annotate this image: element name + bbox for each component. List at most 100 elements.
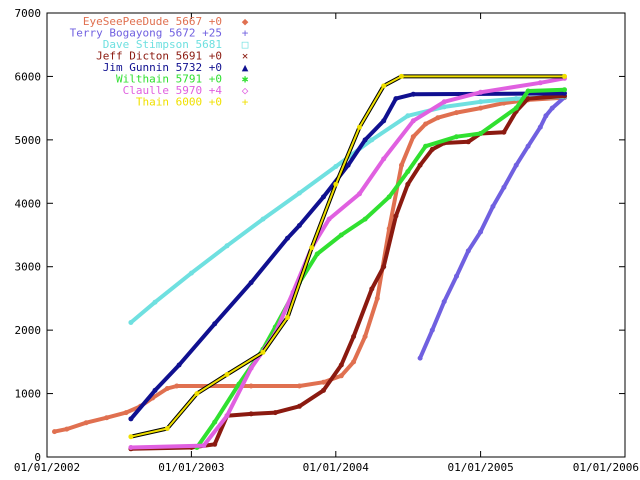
data-point <box>525 88 531 94</box>
data-point <box>417 162 423 168</box>
data-point <box>309 245 315 251</box>
data-point <box>212 321 218 327</box>
data-point <box>152 387 158 393</box>
data-point <box>248 383 254 389</box>
data-point <box>513 162 519 168</box>
data-point <box>562 87 567 93</box>
data-point <box>478 89 484 95</box>
data-point <box>174 383 180 389</box>
legend-marker-icon: □ <box>242 38 249 51</box>
series-3 <box>128 93 567 452</box>
legend-marker-icon: + <box>242 27 249 40</box>
data-point <box>381 118 387 124</box>
data-point <box>454 134 459 140</box>
data-point <box>386 194 392 200</box>
data-point <box>362 334 368 339</box>
data-point <box>399 162 404 168</box>
legend-entry-label: Jim Gunnin 5732 +0 <box>103 61 222 74</box>
y-tick-label: 0 <box>34 451 41 464</box>
legend-marker-icon: ◆ <box>242 15 249 28</box>
data-point <box>465 139 471 145</box>
data-point <box>345 162 351 168</box>
data-point <box>338 362 344 368</box>
data-point <box>435 115 441 121</box>
data-point <box>123 410 129 416</box>
data-point <box>393 96 399 102</box>
y-tick-label: 3000 <box>15 261 42 274</box>
data-point <box>321 194 326 200</box>
data-point <box>362 137 368 143</box>
data-point <box>454 273 459 279</box>
legend-marker-icon: × <box>242 50 249 63</box>
data-point <box>212 419 218 425</box>
series-2 <box>128 94 567 325</box>
y-tick-label: 5000 <box>15 134 42 147</box>
data-point <box>248 365 254 371</box>
data-point <box>321 387 326 393</box>
data-point <box>260 216 266 222</box>
legend-entry-label: Wilthain 5791 +0 <box>116 73 222 86</box>
data-point <box>423 143 429 149</box>
data-point <box>351 334 357 339</box>
data-point <box>537 80 543 86</box>
data-point <box>128 320 134 325</box>
data-point <box>321 379 326 385</box>
data-point <box>285 235 290 241</box>
data-point <box>296 223 302 228</box>
data-point <box>272 410 278 416</box>
legend-marker-icon: + <box>242 96 249 109</box>
data-point <box>83 420 89 426</box>
series-layer <box>52 73 567 452</box>
data-point <box>326 216 332 222</box>
x-axis: 01/01/2002 01/01/2003 01/01/2004 01/01/2005… <box>14 13 639 474</box>
data-point <box>351 359 357 365</box>
data-point <box>454 110 459 116</box>
data-point <box>381 156 387 162</box>
data-point <box>128 445 134 450</box>
data-point <box>338 232 344 238</box>
data-point <box>296 190 302 196</box>
data-point <box>381 264 387 270</box>
y-tick-label: 6000 <box>15 70 42 83</box>
legend-entry-label: Thain 6000 +0 <box>136 96 222 109</box>
y-axis: 0 1000 2000 3000 4000 5000 6000 7000 <box>15 7 625 464</box>
data-point <box>562 90 567 96</box>
data-point <box>369 137 375 143</box>
data-point <box>537 124 543 130</box>
series-line <box>130 75 565 438</box>
data-point <box>128 416 134 422</box>
legend-marker-icon: ▲ <box>242 61 249 74</box>
y-tick-label: 4000 <box>15 197 42 210</box>
data-point <box>478 105 484 111</box>
data-point <box>423 121 429 127</box>
data-point <box>64 426 70 432</box>
data-point <box>224 413 230 419</box>
data-point <box>333 181 339 187</box>
data-point <box>52 429 57 435</box>
data-point <box>188 270 194 276</box>
data-point <box>478 229 484 235</box>
data-point <box>248 280 254 286</box>
series-4 <box>128 90 567 422</box>
data-point <box>357 191 362 197</box>
series-7 <box>128 73 567 440</box>
legend-entry-label: Dave Stimpson 5681 <box>103 38 222 51</box>
data-point <box>333 164 339 169</box>
series-line <box>54 95 565 434</box>
legend: EyeSeePeeDude 5667 +0 ◆ Terry Bogayong 567… <box>70 15 249 109</box>
data-point <box>224 372 230 377</box>
data-point <box>501 184 507 190</box>
data-point <box>164 426 170 431</box>
legend-marker-icon: ◇ <box>242 84 249 97</box>
data-point <box>513 96 519 102</box>
data-point <box>369 286 375 292</box>
data-point <box>224 243 230 249</box>
data-point <box>296 383 302 389</box>
x-tick-label: 01/01/2005 <box>447 461 513 474</box>
data-point <box>478 131 484 136</box>
data-point <box>429 146 435 152</box>
data-point <box>236 381 242 387</box>
data-point <box>104 415 110 421</box>
data-point <box>260 349 266 355</box>
